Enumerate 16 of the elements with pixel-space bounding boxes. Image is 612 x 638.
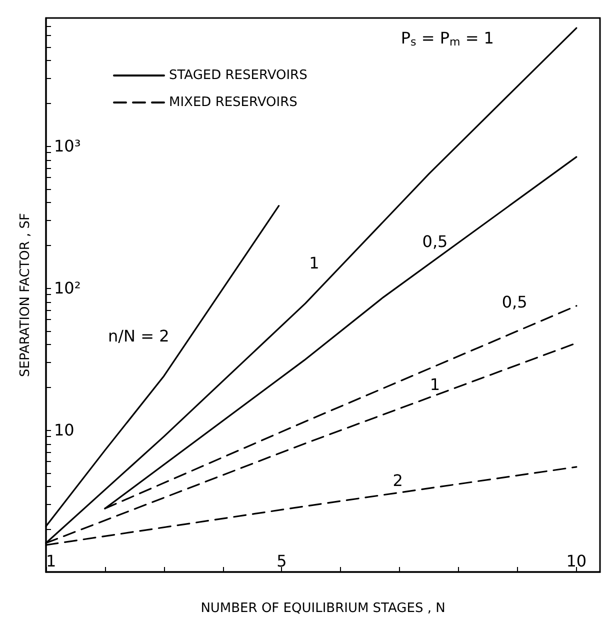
annotation: 0,5 — [422, 232, 448, 252]
annotation: 2 — [392, 471, 403, 490]
annotation: 1 — [430, 374, 440, 394]
annotation: n/N = 2 — [108, 326, 170, 346]
x-tick-label: 10 — [566, 552, 587, 570]
annotation: 1 — [309, 254, 320, 273]
x-axis-title: NUMBER OF EQUILIBRIUM STAGES , N — [200, 601, 446, 616]
x-tick-label: 1 — [46, 552, 56, 570]
legend-label: STAGED RESERVOIRS — [169, 68, 308, 83]
legend-label: MIXED RESERVOIRS — [169, 95, 298, 110]
y-axis-title: SEPARATION FACTOR , SF — [18, 213, 33, 377]
y-tick-label: 10² — [54, 278, 81, 298]
y-tick-label: 10 — [54, 420, 74, 440]
x-tick-label: 5 — [276, 552, 287, 570]
y-tick-label: 10³ — [54, 136, 81, 156]
annotation: 0,5 — [502, 292, 528, 312]
